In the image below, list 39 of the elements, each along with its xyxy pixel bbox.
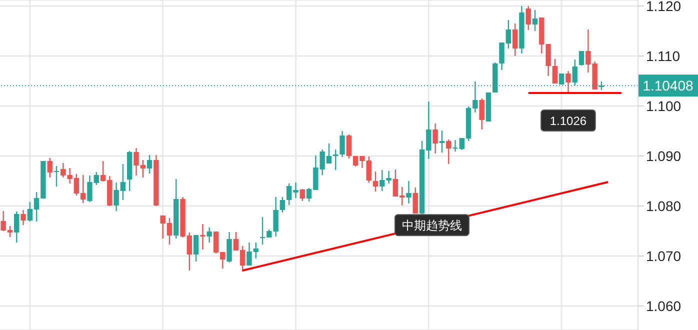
candlestick	[566, 70, 571, 94]
candlestick	[412, 186, 418, 214]
candlestick	[512, 22, 518, 57]
candlestick	[552, 58, 558, 84]
candlestick	[20, 209, 26, 226]
candlestick	[578, 50, 584, 66]
candlestick	[226, 231, 232, 264]
y-tick-label: 1.060	[646, 298, 682, 314]
candlestick	[333, 148, 338, 171]
candlestick	[54, 165, 60, 188]
candlestick	[532, 9, 538, 32]
y-tick-label: 1.120	[646, 0, 682, 14]
candlestick	[300, 188, 305, 202]
candlestick	[14, 210, 20, 244]
candlestick	[432, 122, 438, 154]
y-tick-label: 1.080	[646, 198, 682, 214]
candlestick	[206, 226, 212, 244]
y-tick-label: 1.110	[646, 48, 680, 64]
callout-box: 中期趋势线	[394, 214, 470, 236]
candlestick	[372, 170, 378, 192]
y-tick-label: 1.090	[646, 148, 682, 164]
annotation: 1.1026	[550, 114, 587, 128]
candlestick	[479, 98, 484, 130]
candlestick	[346, 134, 352, 160]
callout-box: 1.1026	[540, 110, 596, 132]
ref-line-label: 1.10408	[642, 78, 694, 94]
y-tick-label: 1.070	[646, 248, 682, 264]
candlestick	[47, 157, 52, 178]
candlestick	[193, 234, 199, 262]
candlestick	[439, 130, 445, 154]
candlestick	[280, 196, 286, 214]
candlestick	[446, 138, 452, 165]
y-tick-label: 1.100	[646, 98, 682, 114]
candlestick	[200, 223, 206, 250]
annotation: 中期趋势线	[402, 218, 462, 233]
candlestick	[340, 130, 345, 158]
candlestick	[526, 5, 531, 31]
candlestick	[406, 180, 412, 204]
candlestick	[146, 154, 152, 174]
